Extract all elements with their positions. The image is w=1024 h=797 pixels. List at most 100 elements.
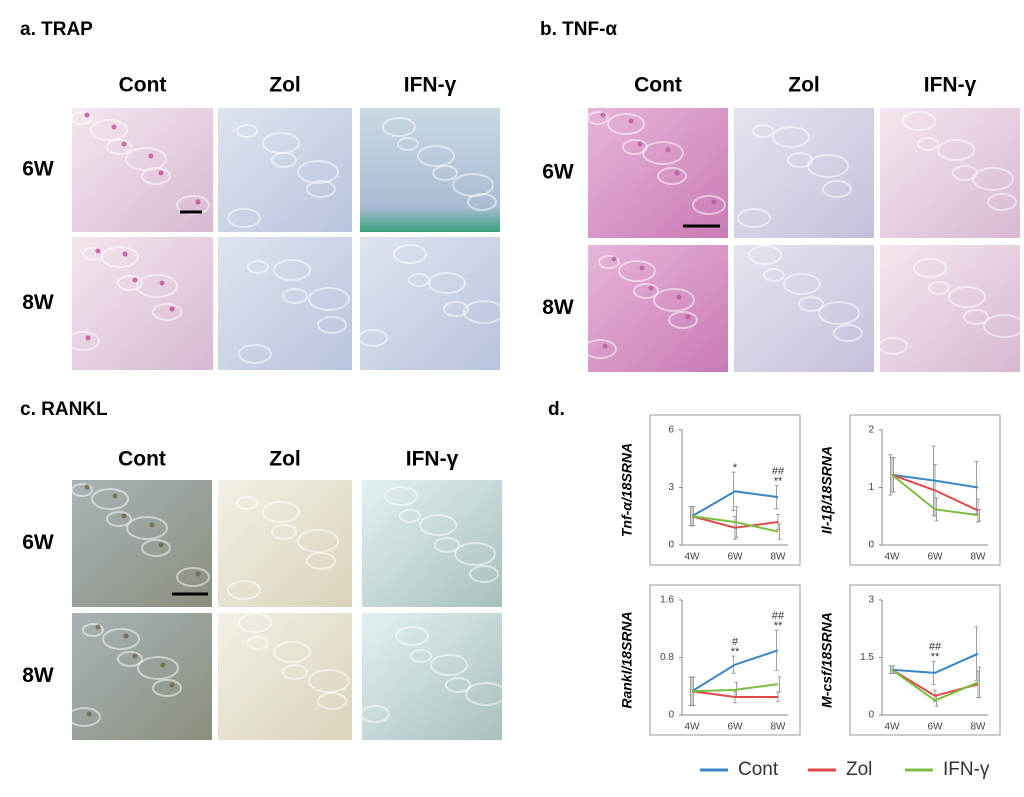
tissue-texture xyxy=(469,565,499,583)
tissue-texture xyxy=(395,626,429,646)
micrograph xyxy=(72,237,213,370)
tissue-texture xyxy=(90,119,128,141)
row-label: 6W xyxy=(542,161,574,184)
micrograph xyxy=(360,108,500,232)
tissue-texture xyxy=(653,288,695,312)
stain-spot xyxy=(149,522,155,528)
tissue-texture xyxy=(822,180,852,198)
tissue-texture xyxy=(308,669,350,693)
series-line xyxy=(891,474,979,517)
chart-frame xyxy=(849,414,1001,566)
x-tick-label: 8W xyxy=(771,552,787,563)
micrograph xyxy=(360,237,500,370)
tissue-texture xyxy=(136,274,178,298)
series-line xyxy=(691,490,779,518)
y-axis-label: Tnf-α/18SRNA xyxy=(619,443,635,537)
tissue-texture xyxy=(783,273,821,295)
tissue-texture xyxy=(807,154,849,178)
tissue-texture xyxy=(642,141,684,165)
tissue-texture xyxy=(633,283,659,299)
chart-frame xyxy=(649,414,801,566)
panel-label: b. TNF-α xyxy=(540,19,617,40)
legend-label: IFN-γ xyxy=(943,759,990,780)
significance-mark: ** xyxy=(931,651,940,663)
tissue-texture xyxy=(913,258,947,278)
tissue-texture xyxy=(465,682,507,706)
tissue-texture xyxy=(428,272,466,294)
column-header: Cont xyxy=(634,74,682,97)
series-line xyxy=(891,652,979,674)
tissue-texture xyxy=(598,255,620,269)
tissue-texture xyxy=(273,641,311,663)
stain-spot xyxy=(86,711,92,717)
tissue-texture xyxy=(430,654,468,676)
tissue-texture xyxy=(878,337,908,355)
stain-spot xyxy=(711,199,717,205)
stain-spot xyxy=(674,170,680,176)
stain-spot xyxy=(665,147,671,153)
stain-spot xyxy=(132,277,138,283)
tissue-texture xyxy=(443,301,469,317)
stain-spot xyxy=(685,314,691,320)
tissue-texture xyxy=(452,173,494,197)
y-axis-label: M-csf/18SRNA xyxy=(819,612,835,708)
chart-frame xyxy=(849,584,1001,736)
stain-spot xyxy=(132,653,138,659)
tissue-texture xyxy=(382,117,416,137)
tissue-texture xyxy=(434,537,460,553)
y-tick-label: 3 xyxy=(868,595,874,606)
tissue-texture xyxy=(101,246,139,268)
tissue-texture xyxy=(358,329,388,347)
tissue-texture xyxy=(692,195,726,215)
micrograph xyxy=(734,245,874,372)
y-tick-label: 0 xyxy=(668,540,674,551)
stain-spot xyxy=(648,285,654,291)
tissue-texture xyxy=(360,705,390,723)
stain-spot xyxy=(84,112,90,118)
tissue-texture xyxy=(236,496,258,510)
tissue-texture xyxy=(297,529,339,553)
row-label: 8W xyxy=(542,296,574,319)
tissue-texture xyxy=(67,707,101,727)
tissue-texture xyxy=(227,580,261,600)
y-tick-label: 1 xyxy=(868,482,874,493)
y-axis-label: Rankl/18SRNA xyxy=(619,611,635,708)
tissue-texture xyxy=(445,677,471,693)
x-tick-label: 8W xyxy=(971,552,987,563)
y-tick-label: 0 xyxy=(868,540,874,551)
series-line xyxy=(891,473,979,512)
tissue-texture xyxy=(306,180,336,198)
x-tick-label: 6W xyxy=(928,552,944,563)
tissue-texture xyxy=(273,259,311,281)
tissue-texture xyxy=(463,300,505,324)
tissue-texture xyxy=(102,628,140,650)
tissue-texture xyxy=(393,244,427,264)
panel-label: a. TRAP xyxy=(20,19,93,40)
row-label: 6W xyxy=(22,158,54,181)
tissue-texture xyxy=(306,552,336,570)
column-header: Zol xyxy=(788,74,820,97)
tissue-texture xyxy=(737,208,771,228)
tissue-texture xyxy=(397,137,419,151)
stain-spot xyxy=(111,124,117,130)
tissue-texture xyxy=(238,613,272,633)
tissue-texture xyxy=(176,195,210,215)
tissue-texture xyxy=(454,542,496,566)
panel-label: c. RANKL xyxy=(20,399,108,420)
tissue-texture xyxy=(928,281,950,295)
legend-label: Zol xyxy=(846,759,872,780)
tissue-texture xyxy=(126,516,168,540)
tissue-texture xyxy=(399,509,421,523)
row-label: 6W xyxy=(22,531,54,554)
tissue-texture xyxy=(419,514,457,536)
stain-spot xyxy=(628,118,634,124)
tissue-texture xyxy=(71,111,93,125)
significance-mark: ## xyxy=(772,465,785,477)
tissue-texture xyxy=(772,126,810,148)
tissue-texture xyxy=(66,331,100,351)
tissue-texture xyxy=(937,139,975,161)
tissue-texture xyxy=(432,165,458,181)
stain-spot xyxy=(84,484,90,490)
series-line xyxy=(691,649,779,693)
micrograph xyxy=(72,613,212,740)
